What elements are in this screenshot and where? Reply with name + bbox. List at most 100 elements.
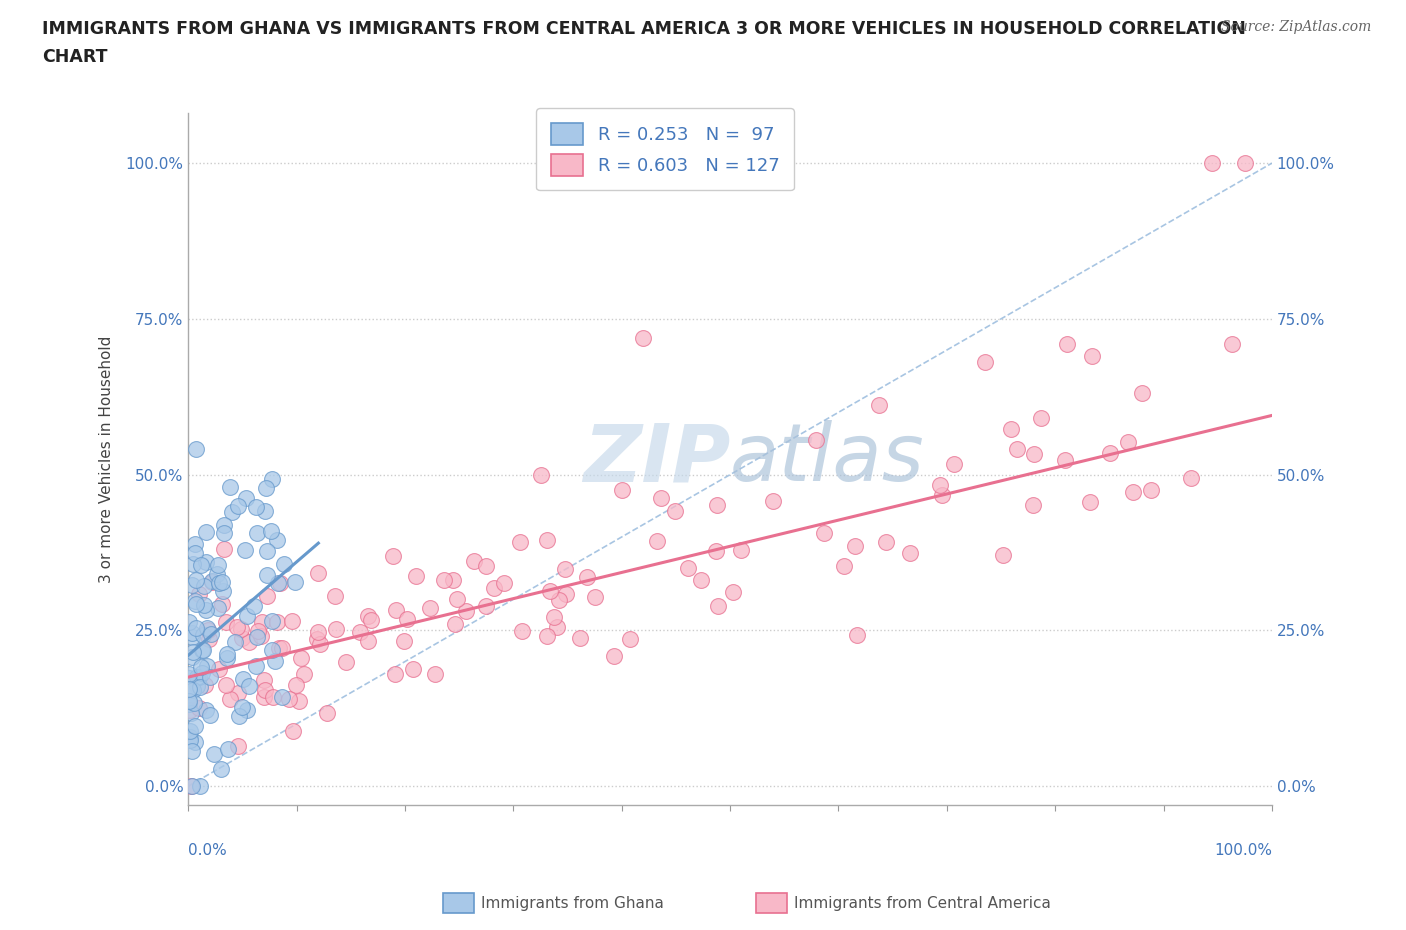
Point xyxy=(184,573,207,588)
Point xyxy=(762,494,785,509)
Point xyxy=(834,558,856,573)
Point xyxy=(181,630,204,644)
Point xyxy=(179,682,201,697)
Point xyxy=(207,566,229,581)
Point xyxy=(184,718,207,733)
Point xyxy=(180,650,202,665)
Point xyxy=(243,599,266,614)
Point xyxy=(179,702,201,717)
Point xyxy=(181,644,204,659)
Point xyxy=(208,662,231,677)
Point xyxy=(256,589,278,604)
Point xyxy=(198,707,221,722)
Point xyxy=(180,778,202,793)
Point xyxy=(325,621,347,636)
Point xyxy=(228,709,250,724)
Point xyxy=(202,747,225,762)
Point xyxy=(1130,386,1153,401)
Point xyxy=(546,619,568,634)
Point xyxy=(875,535,897,550)
Point xyxy=(184,537,207,551)
Point xyxy=(179,693,201,708)
Point xyxy=(221,504,243,519)
Point xyxy=(188,700,211,715)
Point xyxy=(1022,498,1045,512)
Point xyxy=(179,729,201,744)
Point xyxy=(612,482,634,497)
Point xyxy=(191,628,214,643)
Point xyxy=(433,573,456,588)
Point xyxy=(707,598,730,613)
Point xyxy=(419,600,441,615)
Point xyxy=(238,679,260,694)
Point xyxy=(193,578,215,593)
Point xyxy=(260,472,283,486)
Point xyxy=(211,575,233,590)
Point xyxy=(619,631,641,646)
Point xyxy=(209,762,232,777)
Point xyxy=(207,558,229,573)
Point xyxy=(236,702,259,717)
Point xyxy=(186,442,208,457)
Point xyxy=(482,580,505,595)
Point xyxy=(645,534,668,549)
Point xyxy=(245,658,267,673)
Point xyxy=(441,572,464,587)
Point xyxy=(1180,471,1202,485)
Point xyxy=(180,705,202,720)
Point xyxy=(942,457,965,472)
Point xyxy=(179,667,201,682)
Point xyxy=(1029,410,1052,425)
Point xyxy=(224,634,246,649)
Point xyxy=(1000,422,1022,437)
Point xyxy=(1099,445,1122,460)
Point xyxy=(266,614,288,629)
Point xyxy=(186,597,208,612)
Point xyxy=(974,354,997,369)
Point xyxy=(183,696,205,711)
Point xyxy=(813,525,835,540)
Point xyxy=(195,621,218,636)
Point xyxy=(217,741,239,756)
Point xyxy=(188,680,211,695)
Point xyxy=(245,499,267,514)
Point xyxy=(228,685,250,700)
Point xyxy=(179,671,201,685)
Point xyxy=(225,619,247,634)
Point xyxy=(235,490,257,505)
Point xyxy=(475,599,498,614)
Point xyxy=(218,691,240,706)
Point xyxy=(229,621,252,636)
Point xyxy=(212,583,235,598)
Point xyxy=(249,629,271,644)
Point xyxy=(1081,349,1104,364)
Text: Immigrants from Ghana: Immigrants from Ghana xyxy=(481,896,664,910)
Point xyxy=(269,641,291,656)
Point xyxy=(236,608,259,623)
Point xyxy=(188,670,211,684)
Point xyxy=(195,659,218,674)
Point xyxy=(181,744,204,759)
Point xyxy=(188,778,211,793)
Point xyxy=(360,613,382,628)
Point xyxy=(446,591,468,606)
Point xyxy=(179,615,201,630)
Point xyxy=(260,614,283,629)
Point xyxy=(191,665,214,680)
Point xyxy=(392,633,415,648)
Point xyxy=(215,650,238,665)
Point xyxy=(730,542,752,557)
Point xyxy=(181,556,204,571)
Point xyxy=(201,575,224,590)
Point xyxy=(181,625,204,640)
Point xyxy=(184,735,207,750)
Text: Source: ZipAtlas.com: Source: ZipAtlas.com xyxy=(1220,20,1371,34)
Point xyxy=(231,699,253,714)
Point xyxy=(226,738,249,753)
Point xyxy=(253,503,276,518)
Point xyxy=(195,554,218,569)
Point xyxy=(278,692,301,707)
Point xyxy=(269,576,291,591)
Point xyxy=(287,694,309,709)
Point xyxy=(186,670,208,684)
